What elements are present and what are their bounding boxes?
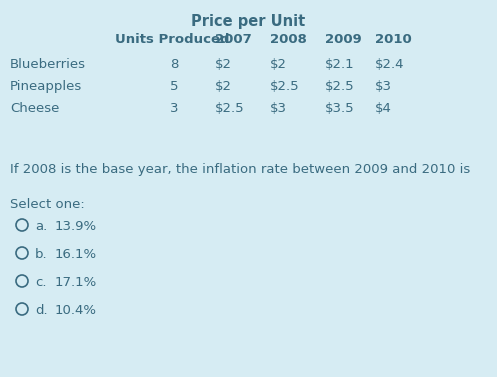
Text: $3.5: $3.5 <box>325 102 355 115</box>
Text: $2.5: $2.5 <box>270 80 300 93</box>
Text: If 2008 is the base year, the inflation rate between 2009 and 2010 is: If 2008 is the base year, the inflation … <box>10 163 470 176</box>
Text: $4: $4 <box>375 102 392 115</box>
Text: 13.9%: 13.9% <box>55 220 97 233</box>
Text: Pineapples: Pineapples <box>10 80 82 93</box>
Text: 10.4%: 10.4% <box>55 304 97 317</box>
Text: 16.1%: 16.1% <box>55 248 97 261</box>
Text: Select one:: Select one: <box>10 198 85 211</box>
Text: Price per Unit: Price per Unit <box>191 14 306 29</box>
Text: $3: $3 <box>375 80 392 93</box>
Text: d.: d. <box>35 304 48 317</box>
Text: 2009: 2009 <box>325 33 362 46</box>
Text: 2007: 2007 <box>215 33 252 46</box>
Text: a.: a. <box>35 220 47 233</box>
Text: 5: 5 <box>170 80 178 93</box>
Text: Cheese: Cheese <box>10 102 59 115</box>
Text: Units Produced: Units Produced <box>115 33 230 46</box>
Text: Blueberries: Blueberries <box>10 58 86 71</box>
Text: $2: $2 <box>215 80 232 93</box>
Text: $2.1: $2.1 <box>325 58 355 71</box>
Text: 8: 8 <box>170 58 178 71</box>
Text: b.: b. <box>35 248 48 261</box>
Text: 3: 3 <box>170 102 178 115</box>
Text: $2: $2 <box>215 58 232 71</box>
Text: $3: $3 <box>270 102 287 115</box>
Text: c.: c. <box>35 276 47 289</box>
Text: $2.4: $2.4 <box>375 58 405 71</box>
Text: 17.1%: 17.1% <box>55 276 97 289</box>
Text: $2.5: $2.5 <box>215 102 245 115</box>
Text: $2: $2 <box>270 58 287 71</box>
Text: $2.5: $2.5 <box>325 80 355 93</box>
Text: 2008: 2008 <box>270 33 307 46</box>
Text: 2010: 2010 <box>375 33 412 46</box>
